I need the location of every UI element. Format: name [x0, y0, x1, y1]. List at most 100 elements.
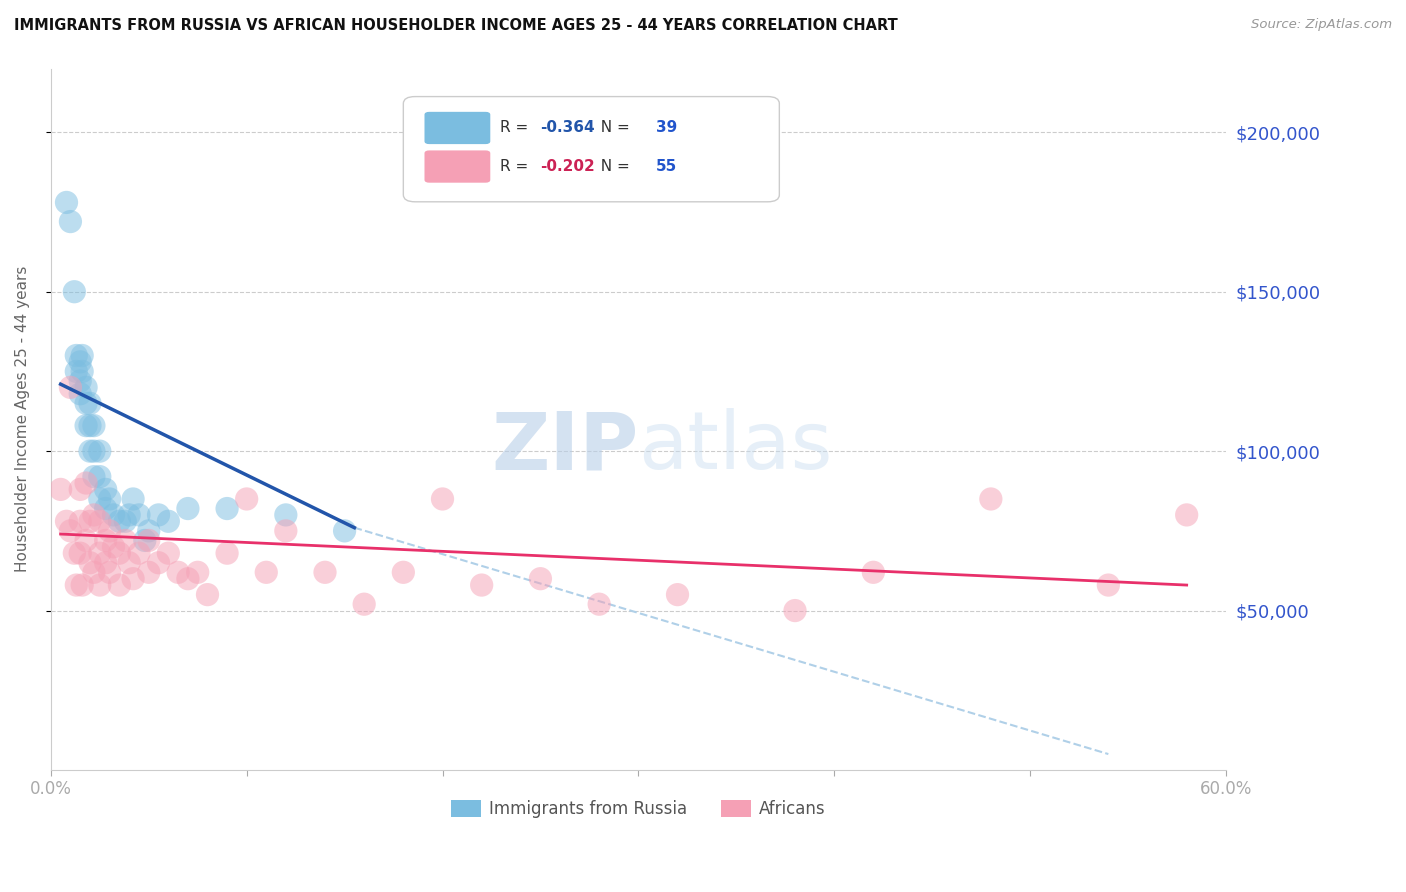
Point — [254, 566, 277, 580]
Text: R =: R = — [499, 120, 533, 136]
Point — [157, 514, 180, 528]
Point — [59, 380, 82, 394]
Point — [217, 546, 239, 560]
Point — [65, 364, 87, 378]
Point — [69, 386, 91, 401]
Point — [138, 524, 160, 538]
Point — [148, 556, 170, 570]
Point — [75, 418, 97, 433]
Point — [65, 349, 87, 363]
FancyBboxPatch shape — [404, 96, 779, 202]
Point — [138, 533, 160, 548]
Text: N =: N = — [592, 120, 636, 136]
Point — [79, 396, 101, 410]
Point — [98, 566, 121, 580]
Point — [94, 501, 117, 516]
Point — [83, 469, 105, 483]
Y-axis label: Householder Income Ages 25 - 44 years: Householder Income Ages 25 - 44 years — [15, 266, 30, 573]
Point — [118, 556, 141, 570]
Point — [118, 508, 141, 522]
Point — [83, 418, 105, 433]
Point — [666, 588, 689, 602]
Point — [79, 556, 101, 570]
Point — [75, 396, 97, 410]
Point — [862, 566, 884, 580]
Point — [103, 508, 125, 522]
Point — [148, 508, 170, 522]
Point — [89, 546, 111, 560]
Point — [134, 533, 156, 548]
Point — [392, 566, 415, 580]
Point — [79, 514, 101, 528]
Point — [235, 491, 257, 506]
Text: atlas: atlas — [638, 409, 832, 486]
Text: -0.202: -0.202 — [540, 159, 595, 174]
Point — [69, 546, 91, 560]
Point — [89, 514, 111, 528]
Point — [79, 444, 101, 458]
Point — [89, 469, 111, 483]
Point — [70, 364, 93, 378]
Text: IMMIGRANTS FROM RUSSIA VS AFRICAN HOUSEHOLDER INCOME AGES 25 - 44 YEARS CORRELAT: IMMIGRANTS FROM RUSSIA VS AFRICAN HOUSEH… — [14, 18, 898, 33]
Text: 39: 39 — [657, 120, 678, 136]
Point — [89, 578, 111, 592]
Point — [55, 195, 77, 210]
Text: Source: ZipAtlas.com: Source: ZipAtlas.com — [1251, 18, 1392, 31]
Point — [94, 483, 117, 497]
Point — [83, 508, 105, 522]
Point — [55, 514, 77, 528]
Point — [69, 374, 91, 388]
Text: ZIP: ZIP — [491, 409, 638, 486]
Point — [167, 566, 190, 580]
Point — [471, 578, 494, 592]
Text: 55: 55 — [657, 159, 678, 174]
Point — [63, 285, 86, 299]
Point — [588, 597, 610, 611]
Point — [49, 483, 72, 497]
Point — [353, 597, 375, 611]
Point — [177, 501, 200, 516]
Point — [70, 349, 93, 363]
FancyBboxPatch shape — [425, 112, 491, 145]
Point — [114, 533, 136, 548]
Text: N =: N = — [592, 159, 636, 174]
Point — [274, 524, 297, 538]
Point — [217, 501, 239, 516]
Point — [333, 524, 356, 538]
Point — [59, 214, 82, 228]
Point — [274, 508, 297, 522]
Point — [980, 491, 1002, 506]
Point — [94, 533, 117, 548]
Point — [122, 491, 145, 506]
Text: -0.364: -0.364 — [540, 120, 595, 136]
Point — [103, 540, 125, 554]
Point — [783, 603, 806, 617]
Point — [83, 444, 105, 458]
Point — [187, 566, 209, 580]
Point — [177, 572, 200, 586]
Point — [114, 514, 136, 528]
Point — [70, 578, 93, 592]
Point — [94, 556, 117, 570]
Point — [157, 546, 180, 560]
Point — [128, 546, 150, 560]
Point — [138, 566, 160, 580]
Point — [83, 566, 105, 580]
Point — [197, 588, 219, 602]
Point — [1097, 578, 1119, 592]
Point — [79, 418, 101, 433]
Point — [63, 546, 86, 560]
Text: R =: R = — [499, 159, 533, 174]
Point — [108, 578, 131, 592]
Point — [65, 578, 87, 592]
Point — [89, 444, 111, 458]
Point — [314, 566, 336, 580]
Point — [69, 355, 91, 369]
Point — [75, 380, 97, 394]
Point — [75, 476, 97, 491]
Legend: Immigrants from Russia, Africans: Immigrants from Russia, Africans — [444, 793, 832, 825]
Point — [98, 491, 121, 506]
Point — [108, 546, 131, 560]
FancyBboxPatch shape — [425, 151, 491, 183]
Point — [69, 483, 91, 497]
